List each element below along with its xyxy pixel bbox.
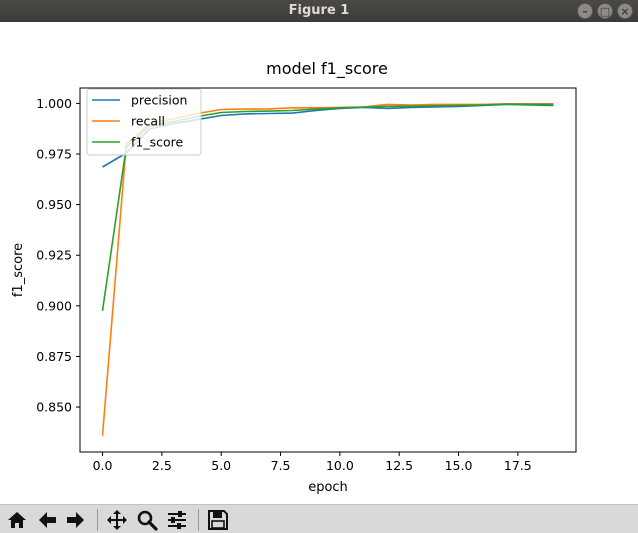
figure-canvas[interactable]: model f1_score 0.0 2.5 5.0 7.5 10.0 12.5 15.0 1… [0,22,638,504]
home-button[interactable] [4,508,30,532]
y-tick-label: 1.000 [36,96,72,111]
forward-button[interactable] [63,508,89,532]
configure-subplots-icon [168,511,186,529]
home-icon [8,512,26,528]
save-icon [208,510,228,530]
y-tick-label: 0.875 [36,349,72,364]
window-title: Figure 1 [288,3,350,18]
x-tick-label: 2.5 [152,458,172,473]
line-chart: model f1_score 0.0 2.5 5.0 7.5 10.0 12.5 15.0 1… [11,59,577,495]
back-arrow-icon [39,512,56,528]
legend-label: recall [131,114,165,129]
x-tick-label: 17.5 [504,458,532,473]
toolbar-separator [97,509,98,531]
x-tick-label: 12.5 [385,458,413,473]
y-axis-label: f1_score [11,243,26,297]
zoom-button[interactable] [134,508,160,532]
y-tick-label: 0.925 [36,248,72,263]
pan-icon [107,510,127,530]
legend-box [86,88,202,156]
maximize-button[interactable]: □ [597,3,613,19]
x-tick-label: 15.0 [445,458,473,473]
legend: precision recall f1_score [86,88,202,156]
toolbar-separator [198,509,199,531]
minimize-button[interactable]: – [577,3,593,19]
legend-label: f1_score [131,135,184,150]
pan-button[interactable] [104,508,130,532]
x-tick-label: 10.0 [326,458,354,473]
forward-arrow-icon [67,512,84,528]
x-axis-label: epoch [308,480,348,495]
x-tick-label: 5.0 [211,458,231,473]
y-tick-label: 0.850 [36,400,72,415]
chart-title: model f1_score [266,59,388,79]
window-titlebar: Figure 1 – □ × [0,0,638,22]
y-tick-label: 0.975 [36,146,72,161]
x-tick-label: 0.0 [93,458,113,473]
y-tick-label: 0.950 [36,197,72,212]
plot-frame [79,87,577,453]
navigation-toolbar [0,504,638,533]
zoom-icon [137,510,158,531]
x-tick-label: 7.5 [271,458,291,473]
save-button[interactable] [205,508,231,532]
close-button[interactable]: × [617,3,633,19]
configure-subplots-button[interactable] [164,508,190,532]
y-tick-label: 0.900 [36,298,72,313]
legend-label: precision [131,93,187,108]
back-button[interactable] [34,508,60,532]
